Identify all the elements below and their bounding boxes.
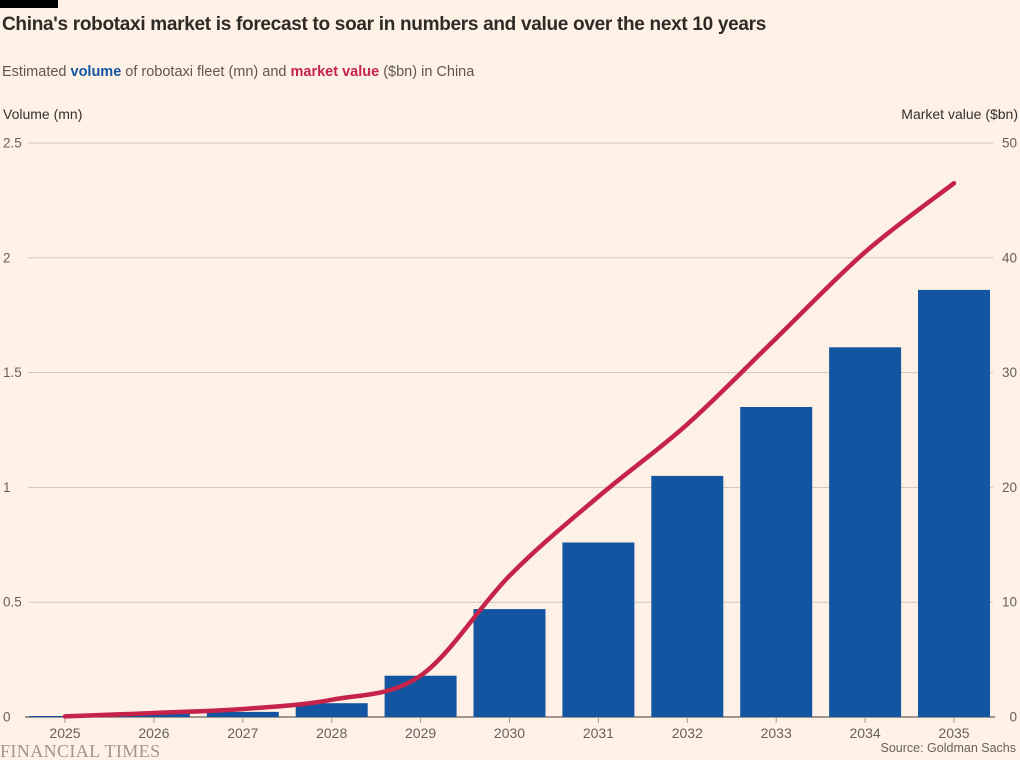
subtitle-suffix: ($bn) in China	[379, 64, 475, 80]
subtitle-prefix: Estimated	[2, 64, 71, 80]
y-axis-label-left: 0.5	[3, 595, 22, 610]
market-value-line	[62, 180, 957, 719]
volume-bar	[206, 711, 279, 717]
x-axis-label: 2034	[850, 725, 881, 741]
x-axis-label: 2027	[227, 725, 258, 741]
x-axis-label: 2030	[494, 725, 525, 741]
x-axis-label: 2032	[672, 725, 703, 741]
kicker-bar	[0, 0, 58, 8]
chart-subtitle: Estimated volume of robotaxi fleet (mn) …	[2, 64, 1002, 80]
volume-bar	[473, 609, 546, 717]
x-axis-label: 2033	[761, 725, 792, 741]
y-axis-label-left: 2.5	[3, 136, 22, 151]
volume-bar	[740, 407, 813, 717]
source-note: Source: Goldman Sachs	[880, 741, 1017, 755]
x-axis-label: 2031	[583, 725, 614, 741]
x-axis-label: 2028	[316, 725, 347, 741]
x-axis-label: 2025	[49, 725, 80, 741]
volume-bar	[295, 703, 368, 717]
y-axis-label-right: 10	[1002, 595, 1017, 610]
y-axis-label-right: 30	[1002, 365, 1017, 380]
volume-bar	[918, 289, 990, 717]
y-axis-label-right: 40	[1002, 250, 1017, 265]
volume-bar	[117, 714, 190, 717]
left-axis-title: Volume (mn)	[3, 106, 83, 122]
y-axis-label-left: 2	[3, 250, 11, 265]
subtitle-middle: of robotaxi fleet (mn) and	[121, 64, 291, 80]
y-axis-label-left: 1	[3, 480, 11, 495]
page-title: China's robotaxi market is forecast to s…	[2, 14, 767, 35]
x-axis-label: 2026	[138, 725, 169, 741]
ft-logo-text: FINANCIAL TIMES	[0, 741, 161, 761]
y-axis-label-right: 50	[1002, 136, 1017, 151]
volume-bar	[651, 475, 724, 717]
y-axis-label-left: 0	[3, 710, 11, 725]
right-axis-title: Market value ($bn)	[901, 106, 1018, 122]
x-axis-label: 2035	[938, 725, 969, 741]
subtitle-volume-term: volume	[70, 64, 122, 80]
subtitle-market-value-term: market value	[290, 64, 380, 80]
y-axis-label-right: 0	[1009, 710, 1017, 725]
volume-bar	[562, 542, 635, 717]
volume-bar	[829, 347, 902, 717]
x-axis-label: 2029	[405, 725, 436, 741]
y-axis-label-left: 1.5	[3, 365, 22, 380]
volume-bar	[384, 675, 457, 717]
y-axis-label-right: 20	[1002, 480, 1017, 495]
